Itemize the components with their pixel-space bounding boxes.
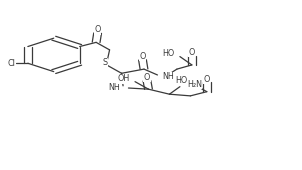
Text: HO: HO (176, 76, 188, 85)
Text: S: S (103, 58, 108, 67)
Text: O: O (144, 73, 150, 82)
Text: O: O (139, 52, 146, 61)
Text: NH: NH (162, 72, 174, 81)
Text: NH: NH (108, 83, 120, 92)
Text: Cl: Cl (8, 59, 15, 68)
Text: O: O (189, 48, 195, 57)
Text: O: O (204, 75, 210, 84)
Text: HO: HO (162, 49, 175, 58)
Text: O: O (95, 25, 101, 34)
Text: H₂N: H₂N (187, 80, 202, 89)
Text: OH: OH (117, 74, 130, 83)
